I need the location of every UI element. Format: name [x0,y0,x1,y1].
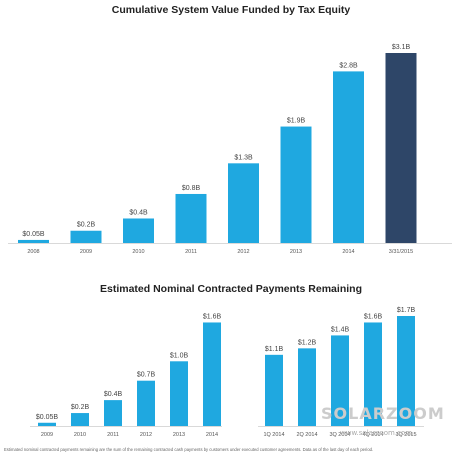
chart-1-bar-7 [385,53,417,243]
chart-2-bar-8 [331,335,349,426]
chart-2-tick-label-5: 2014 [206,432,218,438]
chart-2-tick-label-3: 2012 [140,432,152,438]
chart-1-bar-5 [280,126,312,243]
watermark-brand: SOLARZOOM [321,404,445,423]
chart-2-value-label-3: $0.7B [137,372,156,379]
chart-2-tick-label-0: 2009 [41,432,53,438]
chart-2-bar-1 [71,413,89,426]
chart-2-tick-label-9: 4Q 2014 [362,432,383,438]
chart-1-tick-label-3: 2011 [185,249,197,255]
chart-2-bar-7 [298,348,316,426]
chart-2-value-label-7: $1.2B [298,339,317,346]
chart-1-value-label-6: $2.8B [339,62,358,69]
chart-2-value-label-2: $0.4B [104,391,123,398]
chart-1-value-label-0: $0.05B [22,231,45,238]
chart-1-value-label-2: $0.4B [129,209,148,216]
chart-2-tick-label-7: 2Q 2014 [296,432,317,438]
chart-1-bar-2 [123,218,154,243]
chart-2-value-label-0: $0.05B [36,414,59,421]
chart-2-tick-label-8: 3Q 2014 [329,432,350,438]
chart-2-bar-9 [364,322,382,426]
chart-2-tick-label-6: 1Q 2014 [263,432,284,438]
chart-2-tick-label-2: 2011 [107,432,119,438]
chart-2-bar-10 [397,316,415,426]
chart-2-tick-label-10: 1Q 2015 [395,432,416,438]
chart-2-bar-3 [137,380,155,426]
chart-1-tick-label-0: 2008 [27,249,39,255]
chart-1-bar-0 [18,239,49,243]
chart-1: $0.05B 2008 $0.2B 2009 $0.4B 2010 $0.8B 2011 $1.… [8,44,452,255]
chart-2-value-label-1: $0.2B [71,404,90,411]
chart-2-bar-6 [265,354,283,426]
chart-1-tick-label-5: 2013 [290,249,302,255]
chart-2-value-label-5: $1.6B [203,313,222,320]
chart-2-value-label-9: $1.6B [364,313,383,320]
chart-2-bar-5 [203,322,221,426]
chart-2-value-label-8: $1.4B [331,326,350,333]
chart-1-tick-label-7: 3/31/2015 [389,249,413,255]
chart-2-bar-0 [38,422,56,426]
chart-1-bar-1 [70,230,102,243]
chart-1-bar-6 [333,71,364,243]
chart-1-tick-label-4: 2012 [237,249,249,255]
chart-1-tick-label-2: 2010 [132,249,144,255]
chart-2-bar-2 [104,400,122,426]
chart-1-value-label-7: $3.1B [392,44,411,51]
chart-1-value-label-5: $1.9B [287,118,306,125]
chart-2-title: Estimated Nominal Contracted Payments Re… [100,283,362,295]
chart-1-bar-4 [228,163,259,243]
chart-1-title: Cumulative System Value Funded by Tax Eq… [112,4,351,16]
chart-1-tick-label-6: 2014 [342,249,354,255]
footnote: Estimated nominal contracted payments re… [4,447,373,452]
chart-2-value-label-4: $1.0B [170,352,189,359]
chart-1-value-label-4: $1.3B [234,154,253,161]
watermark-url: www.solarzoom.com [340,429,412,437]
chart-1-value-label-1: $0.2B [77,222,96,229]
chart-2-value-label-10: $1.7B [397,307,416,314]
chart-2-value-label-6: $1.1B [265,346,284,353]
chart-2-bar-4 [170,361,188,426]
chart-2: $0.05B 2009 $0.2B 2010 $0.4B 2011 $0.7B 2012 $1.… [30,307,424,438]
chart-2-tick-label-4: 2013 [173,432,185,438]
chart-1-value-label-3: $0.8B [182,185,201,192]
chart-1-tick-label-1: 2009 [80,249,92,255]
chart-2-tick-label-1: 2010 [74,432,86,438]
chart-1-bar-3 [175,193,207,243]
